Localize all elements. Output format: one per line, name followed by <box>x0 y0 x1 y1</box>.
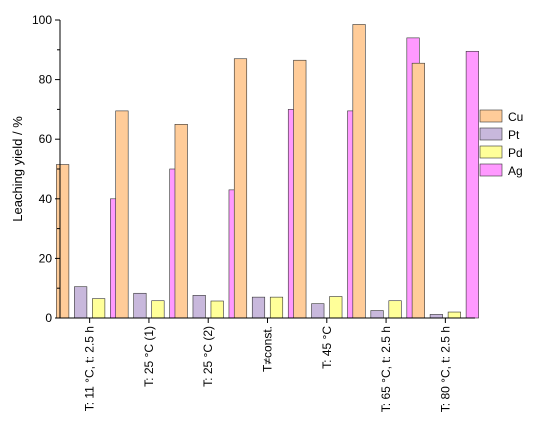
legend-label-pt: Pt <box>508 128 520 142</box>
bar-pt-6 <box>370 310 384 319</box>
x-tick-label-4: T≠const. <box>261 326 275 372</box>
x-tick-label-1: T: 11 °C, t: 2.5 h <box>83 326 97 411</box>
x-ticks-group: T: 11 °C, t: 2.5 h T: 25 °C (1) T: 25 °C (… <box>83 318 452 412</box>
bars-group <box>56 24 479 319</box>
legend-swatch-ag <box>479 163 503 177</box>
y-ticks-group: 0 20 40 60 80 100 <box>32 13 60 325</box>
y-tick-label-20: 20 <box>39 251 53 265</box>
bar-pd-1 <box>92 298 106 319</box>
x-tick-label-2: T: 25 °C (1) <box>142 326 156 387</box>
y-tick-label-80: 80 <box>39 73 53 87</box>
bar-pd-2 <box>151 300 165 319</box>
bar-cu-1 <box>56 164 70 319</box>
legend-label-cu: Cu <box>508 110 523 124</box>
bar-pt-1 <box>74 286 88 319</box>
bar-pt-2 <box>133 292 147 319</box>
y-tick-label-60: 60 <box>39 132 53 146</box>
legend-label-ag: Ag <box>508 164 523 178</box>
x-tick-label-6: T: 65 °C, t: 2.5 h <box>379 326 393 412</box>
y-tick-label-40: 40 <box>39 192 53 206</box>
bar-pd-5 <box>329 296 343 319</box>
bar-pd-7 <box>447 311 461 319</box>
legend-swatch-pt <box>479 127 503 141</box>
bar-cu-2 <box>115 110 129 319</box>
legend-swatch-cu <box>479 109 503 123</box>
bar-pd-6 <box>388 300 402 319</box>
bar-pd-3 <box>210 300 224 319</box>
legend-label-pd: Pd <box>508 146 523 160</box>
bar-cu-7 <box>411 62 425 319</box>
bar-cu-4 <box>233 58 248 319</box>
bar-ag-7 <box>465 50 479 319</box>
x-tick-label-7: T: 80 °C, t: 2.5 h <box>438 326 452 412</box>
bar-pd-4 <box>269 296 284 319</box>
y-axis-title: Leaching yield / % <box>10 116 25 222</box>
bar-pt-5 <box>311 303 325 319</box>
x-tick-label-3: T: 25 °C (2) <box>201 326 215 387</box>
bar-pt-3 <box>192 295 206 319</box>
bar-pt-7 <box>429 314 443 319</box>
bar-cu-5 <box>293 59 307 319</box>
bar-cu-3 <box>174 124 188 319</box>
bar-pt-4 <box>251 296 266 319</box>
bar-cu-6 <box>352 24 366 319</box>
legend-swatch-pd <box>479 145 503 159</box>
x-tick-label-5: T: 45 °C <box>320 326 334 369</box>
y-tick-label-100: 100 <box>32 13 52 27</box>
legend: Cu Pt Pd Ag <box>479 109 523 178</box>
y-tick-label-0: 0 <box>45 311 52 325</box>
